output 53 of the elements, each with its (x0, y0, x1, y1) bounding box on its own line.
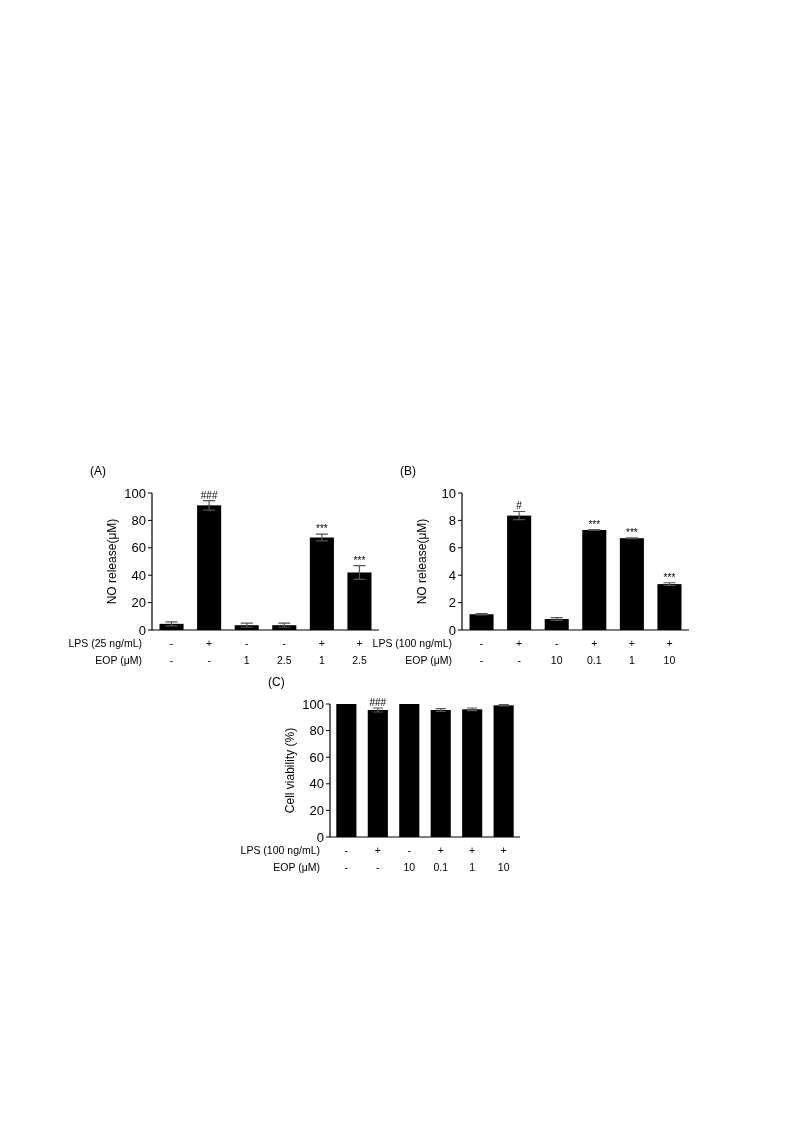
x-axis-title: LPS (100 ng/mL) EOP (μM) (240, 844, 320, 873)
y-tick-label: 6 (448, 540, 456, 556)
x-tick-label: - 2.5 (276, 637, 292, 666)
x-tick-label: + 1 (318, 637, 325, 666)
annotation: *** (626, 526, 638, 538)
x-tick-label: + 0.1 (586, 637, 602, 666)
annotation: *** (353, 554, 366, 566)
x-tick-label: - - (169, 637, 174, 666)
x-tick-label: + - (206, 637, 213, 666)
x-tick-label: - 10 (403, 844, 416, 873)
y-tick-label: 100 (124, 485, 146, 501)
x-tick-label: + 1 (469, 844, 476, 873)
x-tick-label: + 0.1 (433, 844, 449, 873)
annotation: *** (663, 571, 676, 583)
annotation: # (516, 500, 523, 512)
x-tick-label: - - (479, 637, 484, 666)
y-axis-title: Cell viability (%) (283, 727, 297, 814)
y-tick-label: 40 (131, 567, 146, 583)
annotation: ### (200, 489, 218, 501)
y-tick-label: 0 (448, 622, 456, 638)
y-tick-label: 100 (302, 696, 324, 712)
annotation: *** (588, 518, 601, 530)
x-tick-label: - 10 (550, 637, 563, 666)
x-tick-label: + 10 (663, 637, 676, 666)
annotation: ### (369, 696, 387, 708)
y-tick-label: 0 (316, 829, 324, 845)
y-tick-label: 60 (309, 749, 324, 765)
y-tick-label: 20 (131, 595, 146, 611)
x-tick-label: + - (374, 844, 381, 873)
chart-title: (C) (268, 675, 285, 689)
y-axis-title: NO release(μM) (415, 518, 429, 605)
y-axis-title: NO release(μM) (105, 518, 119, 605)
y-tick-label: 60 (131, 540, 146, 556)
y-tick-label: 2 (448, 595, 456, 611)
y-tick-label: 10 (441, 485, 456, 501)
x-tick-label: + 2.5 (352, 637, 367, 666)
chart-title: (B) (400, 464, 416, 478)
x-tick-label: - - (344, 844, 349, 873)
chart-title: (A) (90, 464, 106, 478)
y-tick-label: 0 (138, 622, 146, 638)
y-tick-label: 40 (309, 776, 324, 792)
y-tick-label: 20 (309, 802, 324, 818)
x-axis-title: LPS (100 ng/mL) EOP (μM) (372, 637, 452, 666)
y-tick-label: 80 (309, 723, 324, 739)
x-tick-label: + 10 (497, 844, 510, 873)
x-tick-label: + - (516, 637, 523, 666)
annotation: *** (316, 523, 328, 535)
x-tick-label: - 1 (243, 637, 250, 666)
y-tick-label: 4 (448, 567, 456, 583)
y-tick-label: 8 (448, 512, 456, 528)
x-axis-title: LPS (25 ng/mL) EOP (μM) (68, 637, 142, 666)
y-tick-label: 80 (131, 512, 146, 528)
x-tick-label: + 1 (628, 637, 635, 666)
